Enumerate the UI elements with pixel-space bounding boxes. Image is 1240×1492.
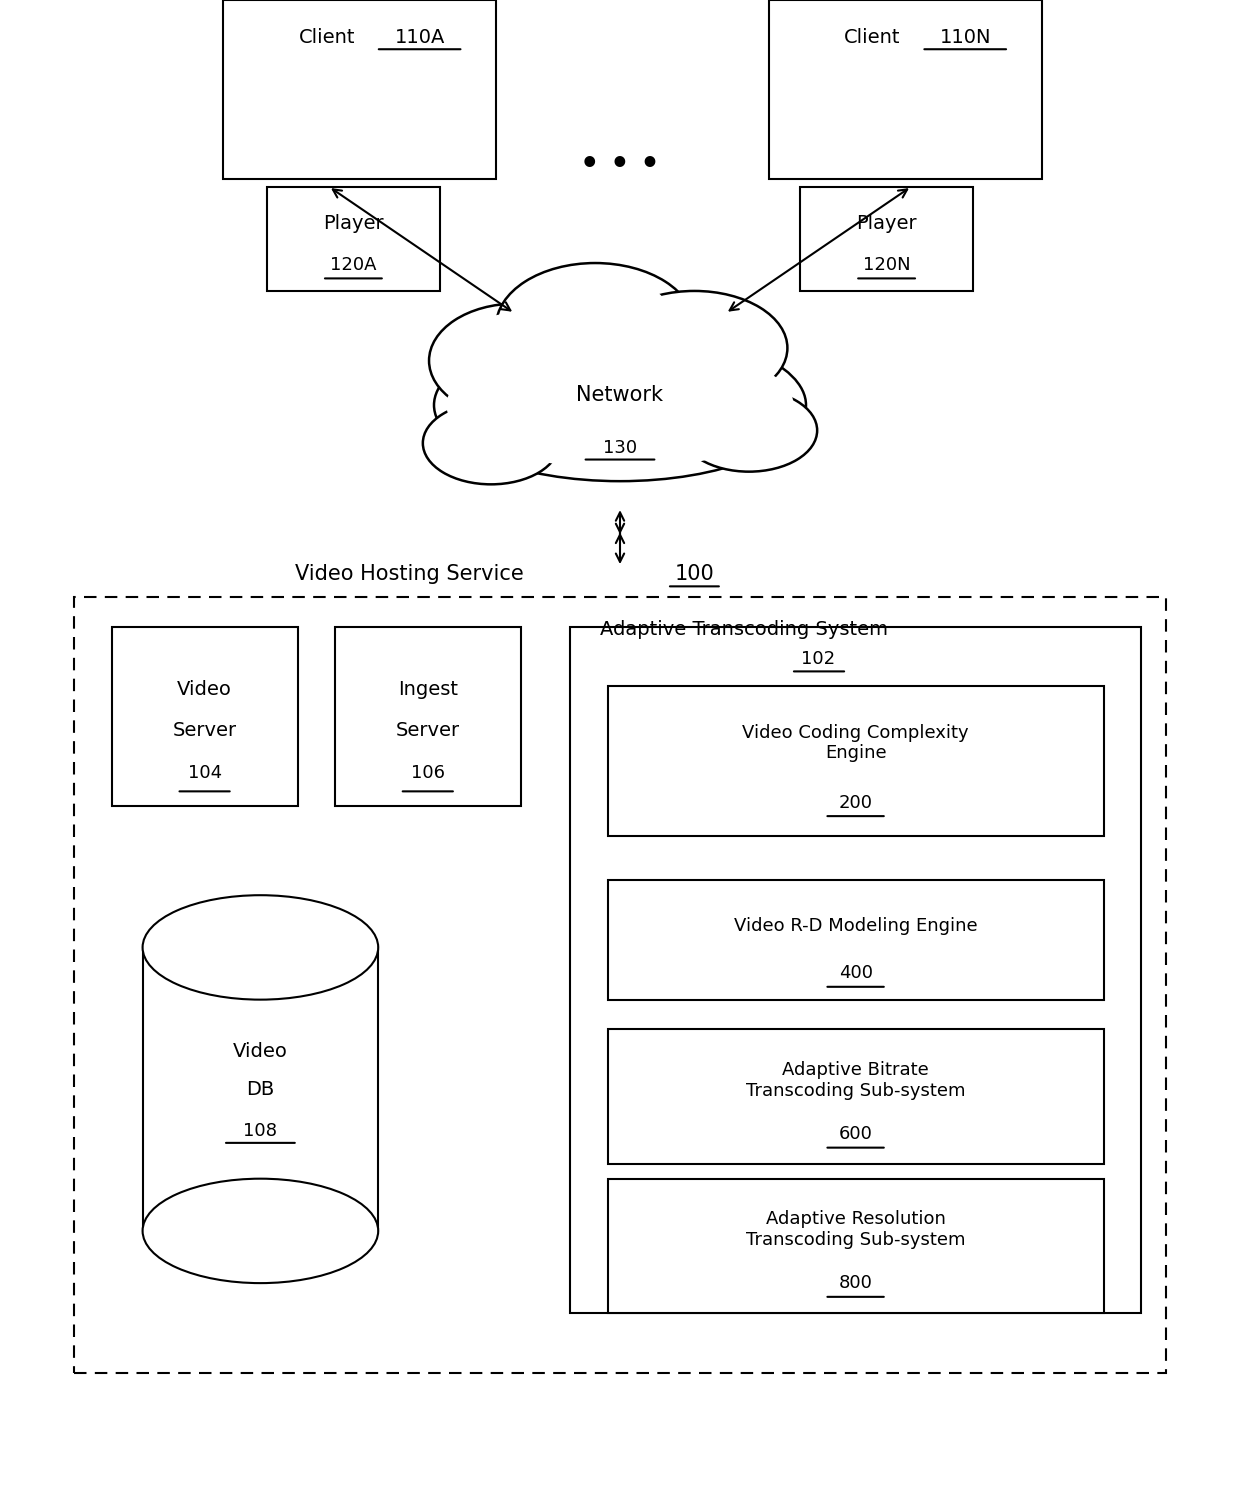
FancyBboxPatch shape [769, 0, 1042, 179]
Text: Video: Video [233, 1043, 288, 1061]
Ellipse shape [423, 401, 559, 485]
Text: Player: Player [857, 213, 916, 233]
Ellipse shape [143, 1179, 378, 1283]
FancyBboxPatch shape [112, 627, 298, 806]
Ellipse shape [446, 342, 794, 468]
Ellipse shape [439, 410, 543, 476]
Ellipse shape [496, 263, 694, 389]
FancyBboxPatch shape [267, 186, 440, 291]
Text: Video R-D Modeling Engine: Video R-D Modeling Engine [734, 916, 977, 934]
Text: Video Hosting Service: Video Hosting Service [295, 564, 523, 585]
Text: 200: 200 [838, 794, 873, 812]
Text: 120A: 120A [330, 255, 377, 275]
FancyBboxPatch shape [223, 0, 496, 179]
Text: 100: 100 [675, 564, 714, 585]
Text: DB: DB [247, 1080, 274, 1098]
FancyBboxPatch shape [570, 627, 1141, 1313]
FancyBboxPatch shape [608, 1179, 1104, 1313]
Text: Client: Client [844, 28, 900, 46]
Text: 104: 104 [187, 764, 222, 782]
Text: 110N: 110N [940, 28, 991, 46]
Text: 110A: 110A [394, 28, 445, 46]
FancyBboxPatch shape [335, 627, 521, 806]
Ellipse shape [601, 291, 787, 404]
Text: 800: 800 [838, 1274, 873, 1292]
FancyBboxPatch shape [800, 186, 973, 291]
Text: Adaptive Transcoding System: Adaptive Transcoding System [600, 621, 888, 639]
Ellipse shape [681, 389, 817, 471]
FancyBboxPatch shape [74, 597, 1166, 1373]
Text: Player: Player [324, 213, 383, 233]
Ellipse shape [697, 397, 801, 464]
Text: Ingest: Ingest [398, 680, 458, 698]
Text: Server: Server [172, 721, 237, 740]
Text: Video Coding Complexity
Engine: Video Coding Complexity Engine [743, 724, 968, 762]
Ellipse shape [448, 313, 584, 409]
Ellipse shape [143, 895, 378, 1000]
FancyBboxPatch shape [608, 686, 1104, 836]
Text: • • •: • • • [580, 149, 660, 179]
FancyBboxPatch shape [608, 880, 1104, 1000]
Text: Network: Network [577, 385, 663, 406]
Ellipse shape [434, 330, 806, 482]
Text: 120N: 120N [863, 255, 910, 275]
Ellipse shape [620, 300, 769, 395]
Text: Server: Server [396, 721, 460, 740]
Text: Video: Video [177, 680, 232, 698]
Text: 102: 102 [801, 651, 836, 668]
Text: 400: 400 [838, 964, 873, 982]
Text: 130: 130 [603, 439, 637, 457]
FancyBboxPatch shape [143, 947, 378, 1231]
Text: 108: 108 [243, 1122, 278, 1140]
Text: 600: 600 [838, 1125, 873, 1143]
Text: Adaptive Bitrate
Transcoding Sub-system: Adaptive Bitrate Transcoding Sub-system [745, 1061, 966, 1100]
Text: Adaptive Resolution
Transcoding Sub-system: Adaptive Resolution Transcoding Sub-syst… [745, 1210, 966, 1249]
Text: 106: 106 [410, 764, 445, 782]
FancyBboxPatch shape [608, 1029, 1104, 1164]
Ellipse shape [515, 273, 676, 380]
Ellipse shape [429, 304, 603, 418]
Text: Client: Client [299, 28, 355, 46]
